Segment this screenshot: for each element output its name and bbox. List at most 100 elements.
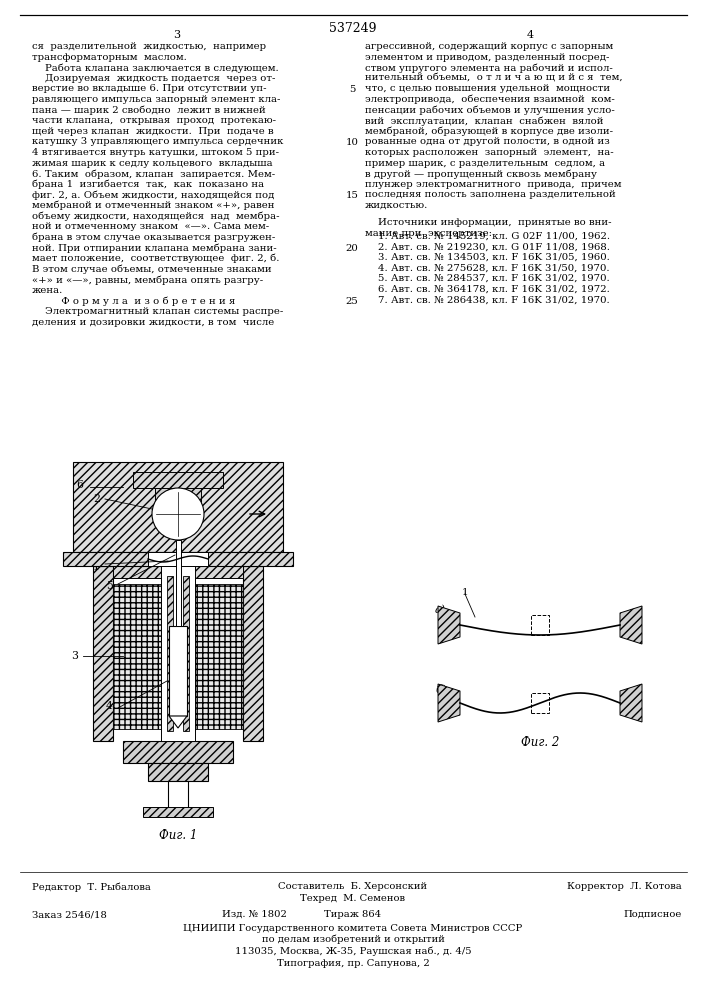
Bar bbox=[169, 626, 187, 716]
Text: Изд. № 1802: Изд. № 1802 bbox=[222, 910, 287, 919]
Text: которых расположен  запорный  элемент,  на-: которых расположен запорный элемент, на- bbox=[365, 148, 614, 157]
Text: 5. Авт. св. № 284537, кл. F 16K 31/02, 1970.: 5. Авт. св. № 284537, кл. F 16K 31/02, 1… bbox=[365, 274, 609, 283]
Text: 7. Авт. св. № 286438, кл. F 16K 31/02, 1970.: 7. Авт. св. № 286438, кл. F 16K 31/02, 1… bbox=[365, 295, 609, 304]
Text: мембраной и отмеченный знаком «+», равен: мембраной и отмеченный знаком «+», равен bbox=[32, 201, 274, 211]
Text: пример шарик, с разделительным  седлом, а: пример шарик, с разделительным седлом, а bbox=[365, 159, 605, 168]
Text: что, с целью повышения удельной  мощности: что, с целью повышения удельной мощности bbox=[365, 84, 610, 93]
Text: 5: 5 bbox=[349, 85, 355, 94]
Text: 3. Авт. св. № 134503, кл. F 16K 31/05, 1960.: 3. Авт. св. № 134503, кл. F 16K 31/05, 1… bbox=[365, 253, 610, 262]
Text: 1. Авт. св. № 145219, кл. G 02F 11/00, 1962.: 1. Авт. св. № 145219, кл. G 02F 11/00, 1… bbox=[365, 232, 610, 241]
Text: верстие во вкладыше 6. При отсутствии уп-: верстие во вкладыше 6. При отсутствии уп… bbox=[32, 84, 267, 93]
Text: Редактор  Т. Рыбалова: Редактор Т. Рыбалова bbox=[32, 882, 151, 892]
Text: Источники информации,  принятые во вни-: Источники информации, принятые во вни- bbox=[365, 218, 612, 227]
Text: брана в этом случае оказывается разгружен-: брана в этом случае оказывается разгруже… bbox=[32, 233, 275, 242]
Text: Фиг. 2: Фиг. 2 bbox=[521, 736, 559, 749]
Text: щей через клапан  жидкости.  При  подаче в: щей через клапан жидкости. При подаче в bbox=[32, 127, 274, 136]
Text: в другой — пропущенный сквозь мембрану: в другой — пропущенный сквозь мембрану bbox=[365, 169, 597, 179]
Bar bbox=[148, 552, 208, 566]
Text: трансформаторным  маслом.: трансформаторным маслом. bbox=[32, 53, 187, 62]
Bar bbox=[155, 488, 173, 512]
Bar bbox=[113, 584, 161, 729]
Bar bbox=[73, 462, 283, 552]
Text: Электромагнитный клапан системы распре-: Электромагнитный клапан системы распре- bbox=[32, 307, 284, 316]
Text: электропривода,  обеспечения взаимной  ком-: электропривода, обеспечения взаимной ком… bbox=[365, 95, 615, 104]
Text: нительный объемы,  о т л и ч а ю щ и й с я  тем,: нительный объемы, о т л и ч а ю щ и й с … bbox=[365, 74, 623, 83]
Text: рованные одна от другой полости, в одной из: рованные одна от другой полости, в одной… bbox=[365, 137, 609, 146]
Text: 537249: 537249 bbox=[329, 22, 377, 35]
Bar bbox=[176, 540, 181, 626]
Bar bbox=[133, 472, 223, 488]
Text: Составитель  Б. Херсонский: Составитель Б. Херсонский bbox=[279, 882, 428, 891]
Bar bbox=[243, 566, 263, 741]
Text: вий  эксплуатации,  клапан  снабжен  вялой: вий эксплуатации, клапан снабжен вялой bbox=[365, 116, 604, 126]
Text: 15: 15 bbox=[346, 191, 358, 200]
Text: Фиг. 1: Фиг. 1 bbox=[159, 829, 197, 842]
Bar bbox=[167, 576, 173, 731]
Bar bbox=[63, 552, 293, 566]
Text: б): б) bbox=[435, 683, 446, 694]
Text: Тираж 864: Тираж 864 bbox=[325, 910, 382, 919]
Text: 113035, Москва, Ж-35, Раушская наб., д. 4/5: 113035, Москва, Ж-35, Раушская наб., д. … bbox=[235, 946, 472, 956]
Bar bbox=[183, 488, 201, 512]
Text: 6: 6 bbox=[76, 480, 83, 490]
Circle shape bbox=[152, 488, 204, 540]
Bar bbox=[183, 576, 189, 731]
Polygon shape bbox=[438, 684, 460, 722]
Text: 4: 4 bbox=[106, 701, 113, 711]
Text: Корректор  Л. Котова: Корректор Л. Котова bbox=[567, 882, 682, 891]
Text: ся  разделительной  жидкостью,  например: ся разделительной жидкостью, например bbox=[32, 42, 266, 51]
Text: 2: 2 bbox=[93, 494, 100, 504]
Text: элементом и приводом, разделенный посред-: элементом и приводом, разделенный посред… bbox=[365, 53, 609, 62]
Polygon shape bbox=[169, 716, 187, 728]
Text: 20: 20 bbox=[346, 244, 358, 253]
Text: брана 1  изгибается  так,  как  показано на: брана 1 изгибается так, как показано на bbox=[32, 180, 264, 189]
Text: «+» и «—», равны, мембрана опять разгру-: «+» и «—», равны, мембрана опять разгру- bbox=[32, 275, 263, 285]
Text: Работа клапана заключается в следующем.: Работа клапана заключается в следующем. bbox=[32, 63, 279, 73]
Bar bbox=[123, 741, 233, 763]
Text: мание при  экспертизе:: мание при экспертизе: bbox=[365, 229, 492, 238]
Text: пенсации рабочих объемов и улучшения усло-: пенсации рабочих объемов и улучшения усл… bbox=[365, 106, 615, 115]
Text: жимая шарик к седлу кольцевого  вкладыша: жимая шарик к седлу кольцевого вкладыша bbox=[32, 159, 273, 168]
Text: ной и отмеченному знаком  «—». Сама мем-: ной и отмеченному знаком «—». Сама мем- bbox=[32, 222, 269, 231]
Text: 1: 1 bbox=[93, 562, 100, 572]
Text: пана — шарик 2 свободно  лежит в нижней: пана — шарик 2 свободно лежит в нижней bbox=[32, 106, 266, 115]
Text: жена.: жена. bbox=[32, 286, 64, 295]
Text: ной. При отпирании клапана мембрана зани-: ной. При отпирании клапана мембрана зани… bbox=[32, 243, 276, 253]
Text: 5: 5 bbox=[106, 581, 113, 591]
Text: Техред  М. Семенов: Техред М. Семенов bbox=[300, 894, 406, 903]
Text: плунжер электромагнитного  привода,  причем: плунжер электромагнитного привода, приче… bbox=[365, 180, 621, 189]
Text: ЦНИИПИ Государственного комитета Совета Министров СССР: ЦНИИПИ Государственного комитета Совета … bbox=[183, 924, 522, 933]
Text: 4. Авт. св. № 275628, кл. F 16K 31/50, 1970.: 4. Авт. св. № 275628, кл. F 16K 31/50, 1… bbox=[365, 264, 609, 273]
Text: по делам изобретений и открытий: по делам изобретений и открытий bbox=[262, 935, 445, 944]
Text: а): а) bbox=[435, 605, 446, 615]
Text: 1: 1 bbox=[462, 588, 468, 597]
Polygon shape bbox=[620, 684, 642, 722]
Text: 25: 25 bbox=[346, 297, 358, 306]
Text: жидкостью.: жидкостью. bbox=[365, 201, 428, 210]
Bar bbox=[531, 615, 549, 635]
Bar bbox=[195, 584, 243, 729]
Text: 6. Авт. св. № 364178, кл. F 16K 31/02, 1972.: 6. Авт. св. № 364178, кл. F 16K 31/02, 1… bbox=[365, 285, 610, 294]
Bar bbox=[113, 566, 243, 578]
Text: 3: 3 bbox=[173, 30, 180, 40]
Text: 2. Авт. св. № 219230, кл. G 01F 11/08, 1968.: 2. Авт. св. № 219230, кл. G 01F 11/08, 1… bbox=[365, 242, 610, 251]
Text: Ф о р м у л а  и з о б р е т е н и я: Ф о р м у л а и з о б р е т е н и я bbox=[32, 296, 235, 306]
Bar bbox=[531, 693, 549, 713]
Polygon shape bbox=[438, 606, 460, 644]
Text: мает положение,  соответствующее  фиг. 2, б.: мает положение, соответствующее фиг. 2, … bbox=[32, 254, 279, 263]
Text: агрессивной, содержащий корпус с запорным: агрессивной, содержащий корпус с запорны… bbox=[365, 42, 613, 51]
Text: 10: 10 bbox=[346, 138, 358, 147]
Bar bbox=[143, 807, 213, 817]
Text: последняя полость заполнена разделительной: последняя полость заполнена разделительн… bbox=[365, 190, 616, 199]
Text: части клапана,  открывая  проход  протекаю-: части клапана, открывая проход протекаю- bbox=[32, 116, 276, 125]
Bar bbox=[161, 566, 195, 741]
Text: ством упругого элемента на рабочий и испол-: ством упругого элемента на рабочий и исп… bbox=[365, 63, 613, 73]
Polygon shape bbox=[620, 606, 642, 644]
Bar bbox=[113, 472, 243, 542]
Text: Заказ 2546/18: Заказ 2546/18 bbox=[32, 910, 107, 919]
Text: Дозируемая  жидкость подается  через от-: Дозируемая жидкость подается через от- bbox=[32, 74, 275, 83]
Text: 6. Таким  образом, клапан  запирается. Мем-: 6. Таким образом, клапан запирается. Мем… bbox=[32, 169, 275, 179]
Text: Типография, пр. Сапунова, 2: Типография, пр. Сапунова, 2 bbox=[276, 959, 429, 968]
Text: 3: 3 bbox=[71, 651, 78, 661]
Text: В этом случае объемы, отмеченные знаками: В этом случае объемы, отмеченные знаками bbox=[32, 265, 271, 274]
